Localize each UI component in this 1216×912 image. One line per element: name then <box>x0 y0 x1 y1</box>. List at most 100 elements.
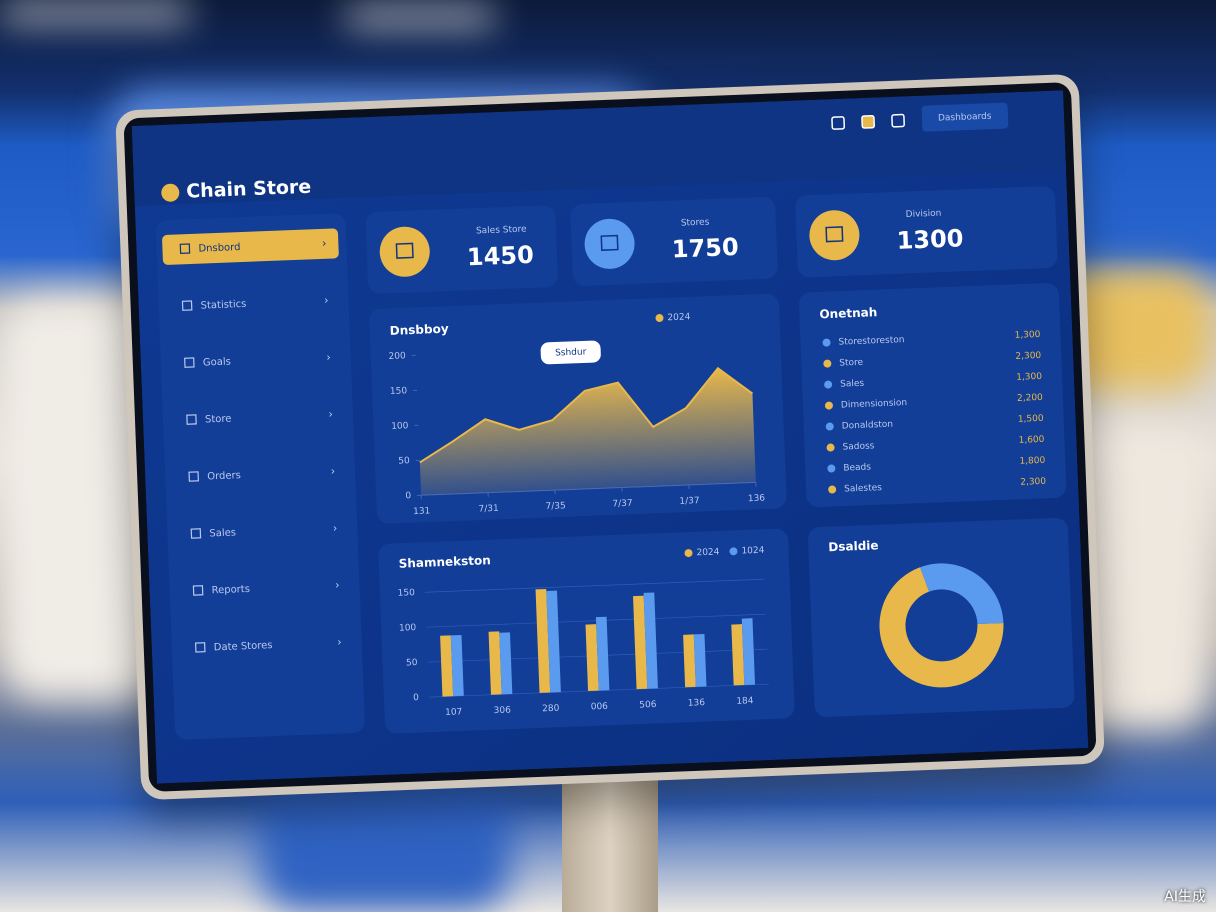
x-tick-label: 184 <box>736 696 754 707</box>
header-button[interactable] <box>921 102 1009 132</box>
chart-panel <box>808 517 1075 717</box>
header-icon[interactable] <box>861 114 875 129</box>
sidebar-active <box>162 228 339 265</box>
sidebar-icon <box>186 414 197 425</box>
sidebar-icon <box>194 642 206 653</box>
list-value: 1,300 <box>1014 330 1040 341</box>
sidebar-item[interactable]: Orders <box>207 470 241 482</box>
list-title: Onetnah <box>819 305 877 321</box>
bar <box>633 595 648 690</box>
list-value: 1,600 <box>1018 435 1044 446</box>
watermark: AI生成 <box>1164 889 1206 905</box>
y-tick-label: 0 <box>405 491 411 501</box>
list-label: Sales <box>840 379 865 390</box>
legend-swatch <box>684 549 693 558</box>
list-value: 2,300 <box>1020 477 1046 488</box>
sidebar-item[interactable]: Dnsbord <box>198 242 240 255</box>
list-label: Beads <box>843 462 871 473</box>
ceiling-light <box>0 6 190 20</box>
x-tick-label: 006 <box>591 702 609 713</box>
bar <box>440 635 454 697</box>
list-value: 2,200 <box>1017 393 1043 404</box>
sidebar-item[interactable]: Statistics <box>200 299 246 312</box>
list-value: 1,800 <box>1019 456 1045 467</box>
list-dot <box>823 359 832 368</box>
sidebar-chevron[interactable]: › <box>326 351 331 364</box>
sidebar-item[interactable]: Goals <box>203 357 231 369</box>
y-tick-label: 100 <box>399 623 417 634</box>
x-tick-label: 7/35 <box>545 501 566 512</box>
sidebar-chevron[interactable]: › <box>330 465 335 478</box>
bar <box>499 632 513 695</box>
sidebar-icon <box>190 528 202 539</box>
x-tick-label: 131 <box>413 506 431 517</box>
kpi-value: 1300 <box>896 224 964 255</box>
list-label: Sadoss <box>842 441 874 452</box>
kpi-label: Stores <box>681 218 710 229</box>
donut-slice <box>920 563 1004 625</box>
list-dot <box>824 401 833 410</box>
chart-title: Shamnekston <box>398 553 491 571</box>
list-label: Store <box>839 358 864 369</box>
sidebar-chevron[interactable]: › <box>322 237 327 250</box>
list-panel <box>799 283 1067 508</box>
grid-line <box>424 578 765 593</box>
bar <box>741 618 756 686</box>
sidebar-item[interactable]: Store <box>205 414 232 426</box>
list-value: 2,300 <box>1015 351 1041 362</box>
chart-title: Dsaldie <box>828 538 879 554</box>
legend-label: 2024 <box>667 312 691 323</box>
legend-label: 2024 <box>696 547 720 558</box>
kpi-icon-glyph <box>825 226 844 243</box>
y-tick-label: 150 <box>397 588 415 599</box>
sidebar-item[interactable]: Sales <box>209 527 236 539</box>
kpi-icon <box>584 218 635 269</box>
y-tick-label: 150 <box>390 386 408 397</box>
sidebar-chevron[interactable]: › <box>337 635 342 648</box>
brand-icon <box>161 183 180 202</box>
y-tick-label: 50 <box>406 658 418 668</box>
list-dot <box>826 443 835 452</box>
legend-label: 1024 <box>741 546 765 557</box>
sidebar-icon <box>188 471 200 482</box>
sidebar-chevron[interactable]: › <box>324 294 329 307</box>
bar <box>683 634 696 688</box>
bar <box>643 592 658 689</box>
header-icon[interactable] <box>891 113 905 128</box>
list-dot <box>824 380 833 389</box>
kpi-icon-glyph <box>395 242 414 259</box>
list-dot <box>825 422 834 431</box>
kpi-icon-glyph <box>600 234 619 251</box>
sidebar-icon <box>192 585 204 596</box>
sidebar-chevron[interactable]: › <box>328 408 333 421</box>
bar <box>731 624 745 686</box>
list-value: 1,500 <box>1018 414 1044 425</box>
sidebar-item[interactable]: Date Stores <box>214 640 273 653</box>
x-tick-label: 7/37 <box>612 499 633 510</box>
x-tick-label: 7/31 <box>478 504 499 515</box>
y-tick-label: 100 <box>391 421 409 432</box>
bar <box>450 634 464 697</box>
monitor: Chain Store Dashboards Dnsbord › Statistics ›… <box>115 73 1105 801</box>
bar <box>585 624 599 692</box>
y-tick-label: 0 <box>413 693 419 703</box>
bar <box>693 634 707 687</box>
sidebar-chevron[interactable]: › <box>335 578 340 591</box>
list-value: 1,300 <box>1016 372 1042 383</box>
list-label: Storestoreston <box>838 335 904 348</box>
sidebar-icon <box>179 243 191 254</box>
kpi-value: 1450 <box>466 241 534 272</box>
list-dot <box>822 338 831 347</box>
sidebar-item[interactable]: Reports <box>211 584 250 596</box>
y-tick-label: 50 <box>398 456 410 466</box>
bezel: Chain Store Dashboards Dnsbord › Statistics ›… <box>123 82 1097 792</box>
sidebar-chevron[interactable]: › <box>333 522 338 535</box>
kpi-icon <box>809 210 860 261</box>
sidebar-icon <box>184 357 195 368</box>
header-icon[interactable] <box>831 116 846 130</box>
sidebar <box>155 213 365 740</box>
x-tick-label: 506 <box>639 700 657 711</box>
chart-title: Dnsbboy <box>389 322 449 338</box>
list-dot <box>827 464 836 473</box>
monitor-stand <box>562 770 658 912</box>
